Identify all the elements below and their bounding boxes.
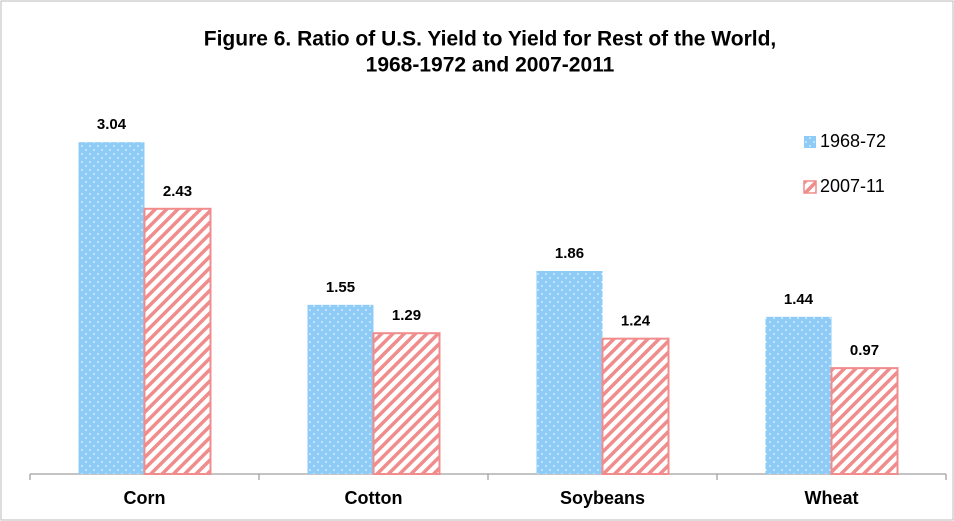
legend-label: 1968-72	[820, 131, 886, 151]
chart-title: 1968-1972 and 2007-2011	[366, 54, 615, 77]
data-label: 0.97	[850, 342, 879, 359]
x-tick-label: Corn	[124, 488, 166, 508]
bar	[830, 367, 899, 476]
bar	[143, 207, 212, 475]
data-label: 1.86	[555, 245, 584, 262]
data-label: 1.44	[784, 291, 814, 308]
bar	[536, 270, 603, 474]
data-label: 3.04	[97, 116, 127, 133]
bar	[372, 332, 441, 475]
data-label: 2.43	[163, 183, 192, 200]
x-tick-label: Soybeans	[560, 488, 645, 508]
bar	[601, 337, 670, 476]
data-label: 1.29	[392, 307, 421, 324]
legend-swatch	[803, 180, 817, 194]
bar	[765, 316, 832, 474]
legend-label: 2007-11	[820, 176, 885, 196]
data-label: 1.24	[621, 313, 651, 330]
x-tick-label: Wheat	[805, 488, 859, 508]
x-tick-label: Cotton	[345, 488, 403, 508]
bar	[307, 304, 374, 474]
data-label: 1.55	[326, 279, 355, 296]
legend-swatch	[804, 136, 816, 148]
chart-title: Figure 6. Ratio of U.S. Yield to Yield f…	[204, 28, 777, 51]
bar	[78, 142, 145, 474]
